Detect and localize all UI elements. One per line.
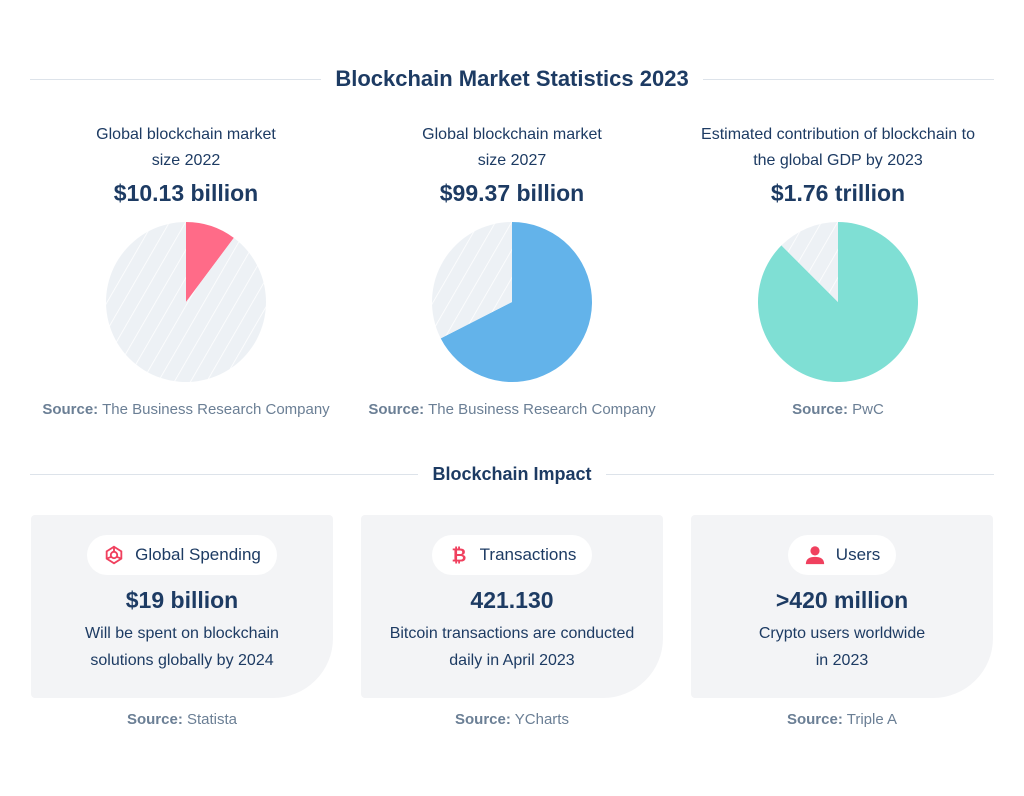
pie-slice-remainder: [106, 222, 266, 382]
card-desc: Crypto users worldwide: [758, 625, 926, 642]
card-value: $19 billion: [125, 587, 239, 613]
pie-chart: [106, 222, 266, 382]
svg-text:₿: ₿: [451, 545, 466, 566]
stat-column: Global blockchain market size 2022 $10.13…: [26, 122, 346, 418]
source: Source: Statista: [31, 711, 333, 728]
card-desc: daily in April 2023: [449, 652, 575, 669]
user-icon: [805, 546, 824, 565]
pie-slice-value: [186, 222, 234, 302]
source-prefix: Source:: [368, 401, 425, 418]
stat-label: Global blockchain market: [96, 126, 276, 143]
card-label: Global Spending: [135, 545, 261, 564]
source-prefix: Source:: [786, 711, 843, 728]
impact-card: Users >420 million Crypto users worldwid…: [691, 515, 993, 698]
source-name: PwC: [852, 401, 884, 418]
stat-column: Global blockchain market size 2027 $99.37…: [352, 122, 672, 418]
bitcoin-icon: ₿: [451, 545, 466, 566]
pie-chart: [758, 222, 918, 382]
source-name: Triple A: [846, 711, 898, 728]
pie-slice-remainder: [781, 222, 838, 302]
source: Source: The Business Research Company: [352, 401, 672, 418]
stat-label: Global blockchain market: [422, 126, 602, 143]
page-title: Blockchain Market Statistics 2023: [335, 66, 689, 91]
card-label: Users: [835, 545, 881, 564]
stat-value: $1.76 trillion: [770, 180, 906, 206]
divider: [702, 78, 995, 80]
source-prefix: Source:: [455, 711, 511, 728]
section-title: Blockchain Impact: [432, 464, 592, 484]
source: Source: YCharts: [361, 711, 663, 728]
card-label: Transactions: [479, 545, 577, 564]
impact-row: Blockchain Impact: [30, 464, 995, 485]
impact-card: Global Spending $19 billion Will be spen…: [31, 515, 333, 698]
stat-label: Estimated contribution of blockchain to: [701, 126, 975, 143]
pie-slice-remainder: [432, 222, 512, 339]
impact-card: ₿ Transactions 421.130 Bitcoin transacti…: [361, 515, 663, 698]
card-badge: ₿ Transactions: [431, 535, 593, 575]
source-name: The Business Research Company: [102, 401, 330, 418]
divider: [30, 78, 322, 80]
stat-label: size 2022: [151, 152, 221, 169]
card-badge: Users: [787, 535, 897, 575]
stat-label: size 2027: [477, 152, 547, 169]
title-row: Blockchain Market Statistics 2023: [30, 66, 995, 92]
pie-slice-value: [440, 222, 592, 382]
divider: [605, 474, 995, 475]
source-prefix: Source:: [126, 711, 183, 728]
source-name: Statista: [187, 711, 238, 728]
stat-column: Estimated contribution of blockchain to t…: [678, 122, 998, 418]
source-name: YCharts: [514, 711, 569, 728]
source-prefix: Source:: [792, 401, 848, 418]
source-prefix: Source:: [42, 401, 99, 418]
stat-label: the global GDP by 2023: [753, 152, 923, 169]
source: Source: The Business Research Company: [26, 401, 346, 418]
source: Source: PwC: [678, 401, 998, 418]
card-value: >420 million: [775, 587, 909, 613]
network-icon: [105, 545, 123, 565]
card-desc: solutions globally by 2024: [90, 652, 274, 669]
card-desc: Will be spent on blockchain: [85, 625, 279, 642]
divider: [30, 474, 419, 475]
card-desc: Bitcoin transactions are conducted: [389, 625, 635, 642]
card-badge: Global Spending: [87, 535, 277, 575]
card-desc: in 2023: [815, 652, 869, 669]
source: Source: Triple A: [691, 711, 993, 728]
pie-chart: [432, 222, 592, 382]
source-name: The Business Research Company: [428, 401, 656, 418]
stat-value: $99.37 billion: [439, 180, 585, 206]
stat-value: $10.13 billion: [113, 180, 259, 206]
card-value: 421.130: [470, 587, 554, 613]
